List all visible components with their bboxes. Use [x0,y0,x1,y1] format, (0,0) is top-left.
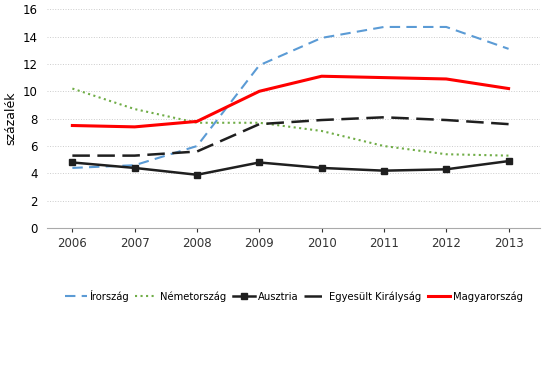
Legend: Írország, Németország, Ausztria, Egyesült Királyság, Magyarország: Írország, Németország, Ausztria, Egyesül… [65,290,522,302]
Y-axis label: százalék: százalék [4,92,17,145]
